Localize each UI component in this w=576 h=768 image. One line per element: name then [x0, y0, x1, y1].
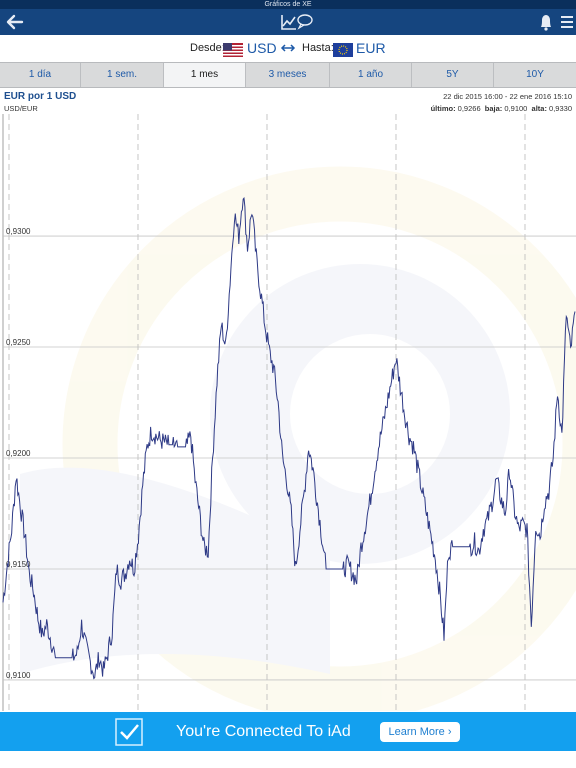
series-line-usd-eur [2, 197, 576, 680]
date-range: 22 dic 2015 16:00 - 22 ene 2016 15:10 [443, 92, 572, 101]
currency-selector: Desde: USD Hasta: EUR [0, 35, 576, 61]
navigation-bar [0, 9, 576, 35]
ad-text: You're Connected To iAd [176, 723, 351, 740]
tab-10-years[interactable]: 10Y [526, 69, 544, 80]
bottom-area [0, 751, 576, 768]
tab-1-year[interactable]: 1 año [330, 63, 412, 87]
learn-more-button[interactable]: Learn More › [380, 722, 460, 742]
status-bar-title: Gráficos de XE [264, 1, 312, 8]
eu-flag-icon[interactable] [333, 41, 353, 57]
us-flag-icon[interactable] [223, 41, 243, 57]
low-value: 0,9100 [504, 104, 528, 113]
rate-stats: último: 0,9266 baja: 0,9100 alta: 0,9330 [431, 104, 572, 113]
learn-more-label: Learn More [388, 726, 445, 738]
tab-1-day[interactable]: 1 día [0, 63, 81, 87]
chart-title: EUR por 1 USD [4, 91, 77, 102]
tab-3-months[interactable]: 3 meses [246, 63, 330, 87]
y-tick-label: 0,9250 [6, 338, 31, 347]
chart-chat-icon[interactable] [278, 11, 316, 33]
time-range-tabs: 1 día 1 sem. 1 mes 3 meses 1 año 5Y 10Y [0, 62, 576, 88]
y-tick-label: 0,9150 [6, 560, 31, 569]
last-label: último: [430, 104, 456, 113]
status-bar: Gráficos de XE [0, 0, 576, 9]
bell-icon[interactable] [537, 11, 559, 33]
from-currency-code[interactable]: USD [247, 40, 277, 56]
from-label: Desde: [190, 42, 225, 54]
to-label: Hasta: [302, 42, 334, 54]
chart-grid [2, 114, 576, 711]
high-label: alta: [531, 104, 547, 113]
tab-5-years[interactable]: 5Y [412, 63, 494, 87]
y-axis-ticks: 0,9100 0,9150 0,9200 0,9250 0,9300 [6, 227, 31, 680]
y-tick-label: 0,9200 [6, 449, 31, 458]
chevron-right-icon: › [447, 726, 452, 738]
hamburger-menu-icon[interactable] [558, 11, 576, 33]
y-tick-label: 0,9100 [6, 671, 31, 680]
swap-arrows-icon[interactable] [280, 35, 296, 61]
back-arrow-icon[interactable] [4, 11, 26, 33]
to-currency-code[interactable]: EUR [356, 40, 386, 56]
checkmark-icon [115, 718, 143, 751]
currency-pair: USD/EUR [4, 104, 38, 113]
last-value: 0,9266 [457, 104, 481, 113]
tab-1-month[interactable]: 1 mes [164, 63, 246, 87]
rate-line-chart[interactable]: 0,9100 0,9150 0,9200 0,9250 0,9300 [0, 114, 576, 711]
low-label: baja: [484, 104, 503, 113]
iad-banner[interactable]: You're Connected To iAd Learn More › [0, 712, 576, 751]
y-tick-label: 0,9300 [6, 227, 31, 236]
tab-1-week[interactable]: 1 sem. [81, 63, 164, 87]
high-value: 0,9330 [549, 104, 572, 113]
chart-series [2, 197, 576, 680]
xe-watermark-logo [20, 166, 576, 711]
